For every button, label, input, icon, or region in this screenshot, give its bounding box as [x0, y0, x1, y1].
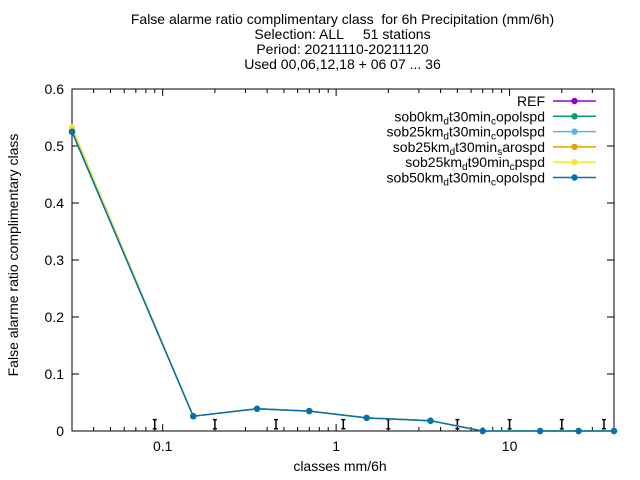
legend-swatch-point	[571, 174, 578, 181]
series-point	[68, 123, 76, 131]
series-point	[306, 407, 313, 415]
legend-label-part: t30min	[455, 139, 497, 155]
y-tick-label: 0.6	[45, 81, 65, 97]
legend-label-part: c	[510, 162, 515, 173]
series-point	[610, 427, 618, 435]
x-axis-label: classes mm/6h	[293, 458, 387, 474]
legend-label-part: d	[443, 116, 449, 127]
legend-label-part: sob25km	[387, 124, 444, 140]
chart-subtitle-period: Period: 20211110-20211120	[256, 41, 429, 57]
y-tick-label: 0.4	[45, 195, 65, 211]
y-tick-label: 0.3	[45, 252, 65, 268]
legend-label-part: c	[491, 132, 496, 143]
series-point	[190, 412, 197, 420]
y-tick-label: 0.1	[45, 366, 65, 382]
legend-label: sob0kmdt30mincopolspd	[394, 108, 545, 127]
legend-swatch-point	[571, 128, 578, 135]
series-point	[68, 128, 76, 135]
y-tick-label: 0	[56, 423, 64, 439]
chart-subtitle-used: Used 00,06,12,18 + 06 07 ... 36	[244, 56, 441, 72]
legend-label-part: sob0km	[394, 108, 443, 124]
chart-subtitle-selection: Selection: ALL 51 stations	[254, 26, 431, 42]
legend-label-part: sob25km	[405, 154, 462, 170]
legend-label-part: REF	[517, 93, 545, 109]
legend-swatch-point	[571, 113, 578, 120]
legend-label: sob50kmdt30mincopolspd	[387, 170, 545, 189]
legend-label: sob25kmdt90mincpspd	[405, 154, 545, 173]
legend-label-part: c	[491, 116, 496, 127]
legend-label-part: arospd	[502, 139, 545, 155]
series-point	[427, 417, 434, 424]
legend-label-part: d	[443, 132, 449, 143]
legend-label-part: s	[497, 147, 502, 158]
y-tick-label: 0.5	[45, 138, 65, 154]
legend-label-part: opolspd	[496, 108, 545, 124]
x-tick-label: 1	[332, 438, 340, 454]
legend-swatch-point	[571, 143, 578, 151]
legend-label-part: d	[462, 162, 468, 173]
legend-label-part: opolspd	[496, 124, 545, 140]
legend-label-part: c	[491, 178, 496, 189]
legend-label-part: opolspd	[496, 170, 545, 186]
series-line	[71, 131, 614, 432]
legend-label-part: pspd	[515, 154, 545, 170]
legend-label-part: t30min	[449, 124, 491, 140]
legend-label: sob25kmdt30minsarospd	[393, 139, 545, 158]
legend-label-part: d	[443, 178, 449, 189]
legend-swatch-point	[571, 97, 578, 105]
legend-swatch-point	[571, 159, 578, 166]
x-tick-label: 10	[502, 438, 518, 454]
chart-title-line: False alarme ratio complimentary class f…	[130, 11, 555, 27]
y-axis-label: False alarme ratio complimentary class	[5, 133, 21, 377]
legend-label-part: d	[450, 147, 456, 158]
series-point	[536, 427, 544, 435]
legend-label-part: t30min	[449, 108, 491, 124]
series-point	[479, 427, 486, 435]
legend-label-part: sob25km	[393, 139, 450, 155]
series-point	[253, 405, 261, 412]
series-point	[363, 414, 370, 422]
series-point	[575, 427, 582, 435]
legend-label-part: t30min	[449, 170, 491, 186]
legend-label-part: sob50km	[387, 170, 444, 186]
y-tick-label: 0.2	[45, 309, 65, 325]
legend-label: sob25kmdt30mincopolspd	[387, 124, 545, 143]
legend-label: REF	[517, 93, 545, 109]
legend-label-part: t90min	[468, 154, 510, 170]
x-tick-label: 0.1	[153, 438, 173, 454]
